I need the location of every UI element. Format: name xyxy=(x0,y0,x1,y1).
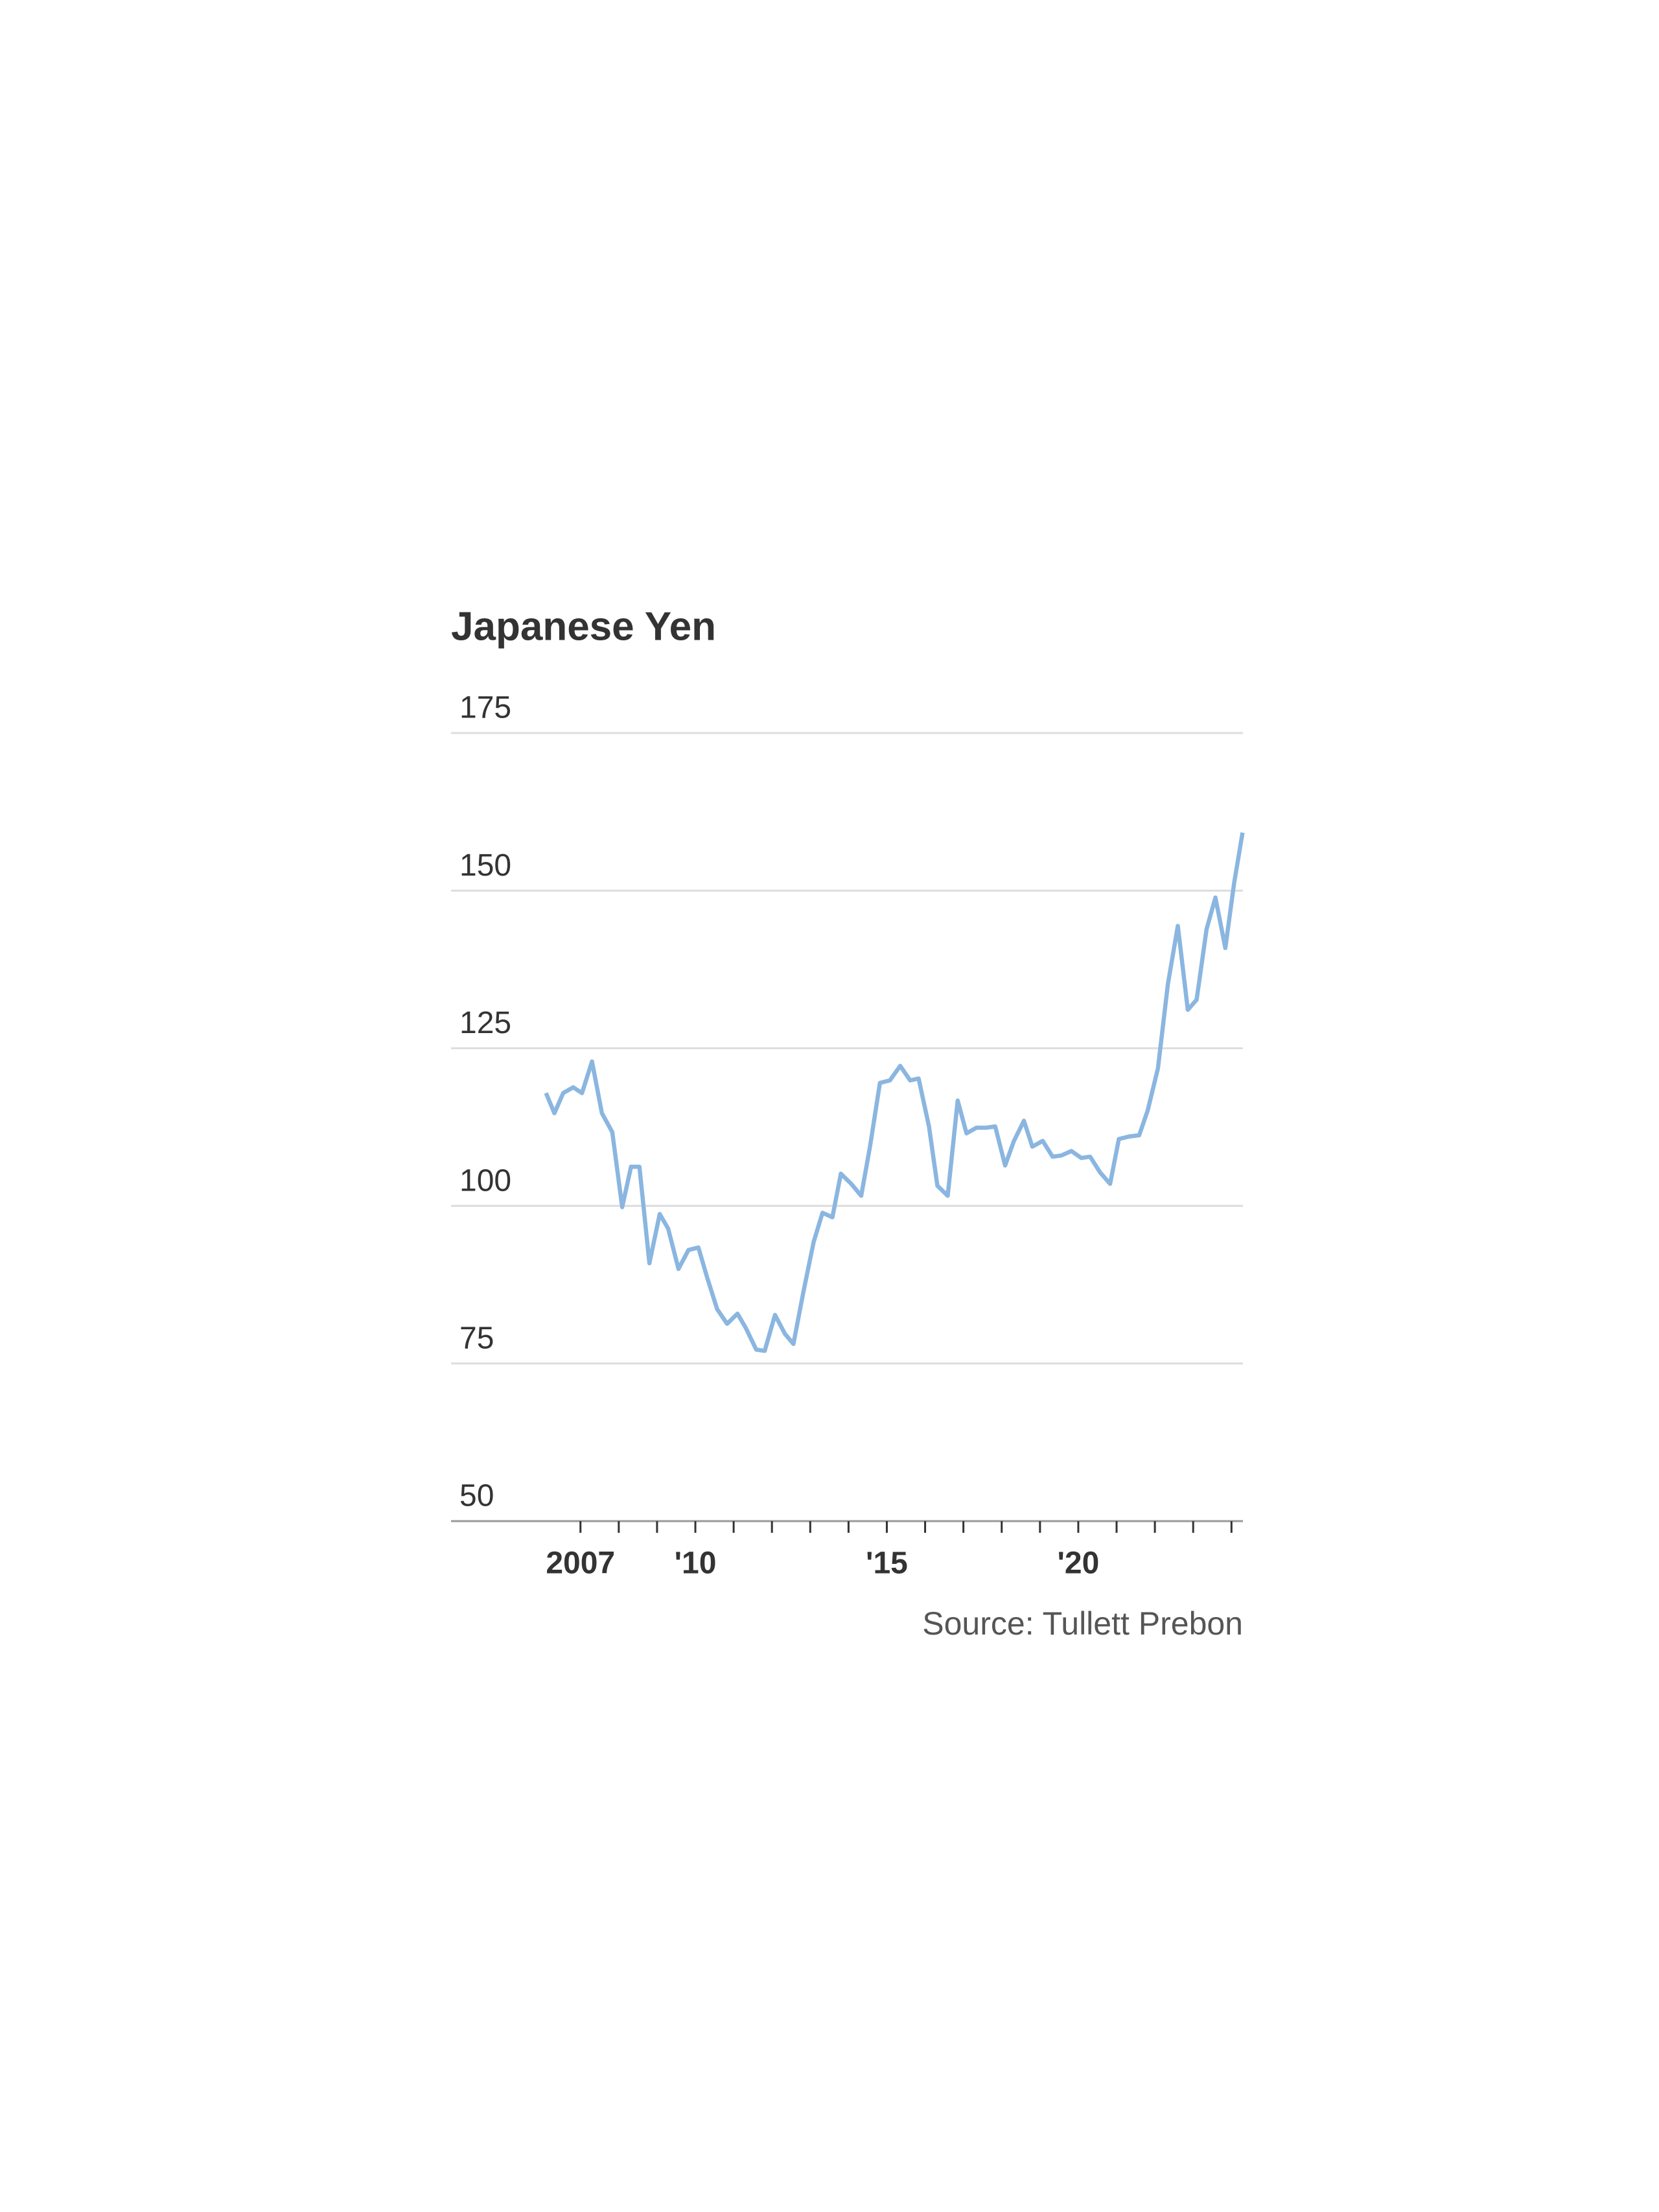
x-tick-label: '10 xyxy=(675,1546,717,1581)
x-tick-label: 2007 xyxy=(546,1546,615,1581)
y-tick-label: 100 xyxy=(459,1163,511,1198)
y-tick-label: 125 xyxy=(459,1006,511,1040)
chart-title: Japanese Yen xyxy=(451,604,716,649)
x-tick-label: '15 xyxy=(866,1546,908,1581)
source: Source: Tullett Prebon xyxy=(922,1605,1243,1642)
x-tick-label: '20 xyxy=(1058,1546,1100,1581)
line xyxy=(544,832,1245,1353)
y-tick-label: 75 xyxy=(459,1321,494,1355)
y-tick-label: 50 xyxy=(459,1479,494,1513)
y-tick-label: 150 xyxy=(459,848,511,883)
y-tick-label: 175 xyxy=(459,691,511,725)
